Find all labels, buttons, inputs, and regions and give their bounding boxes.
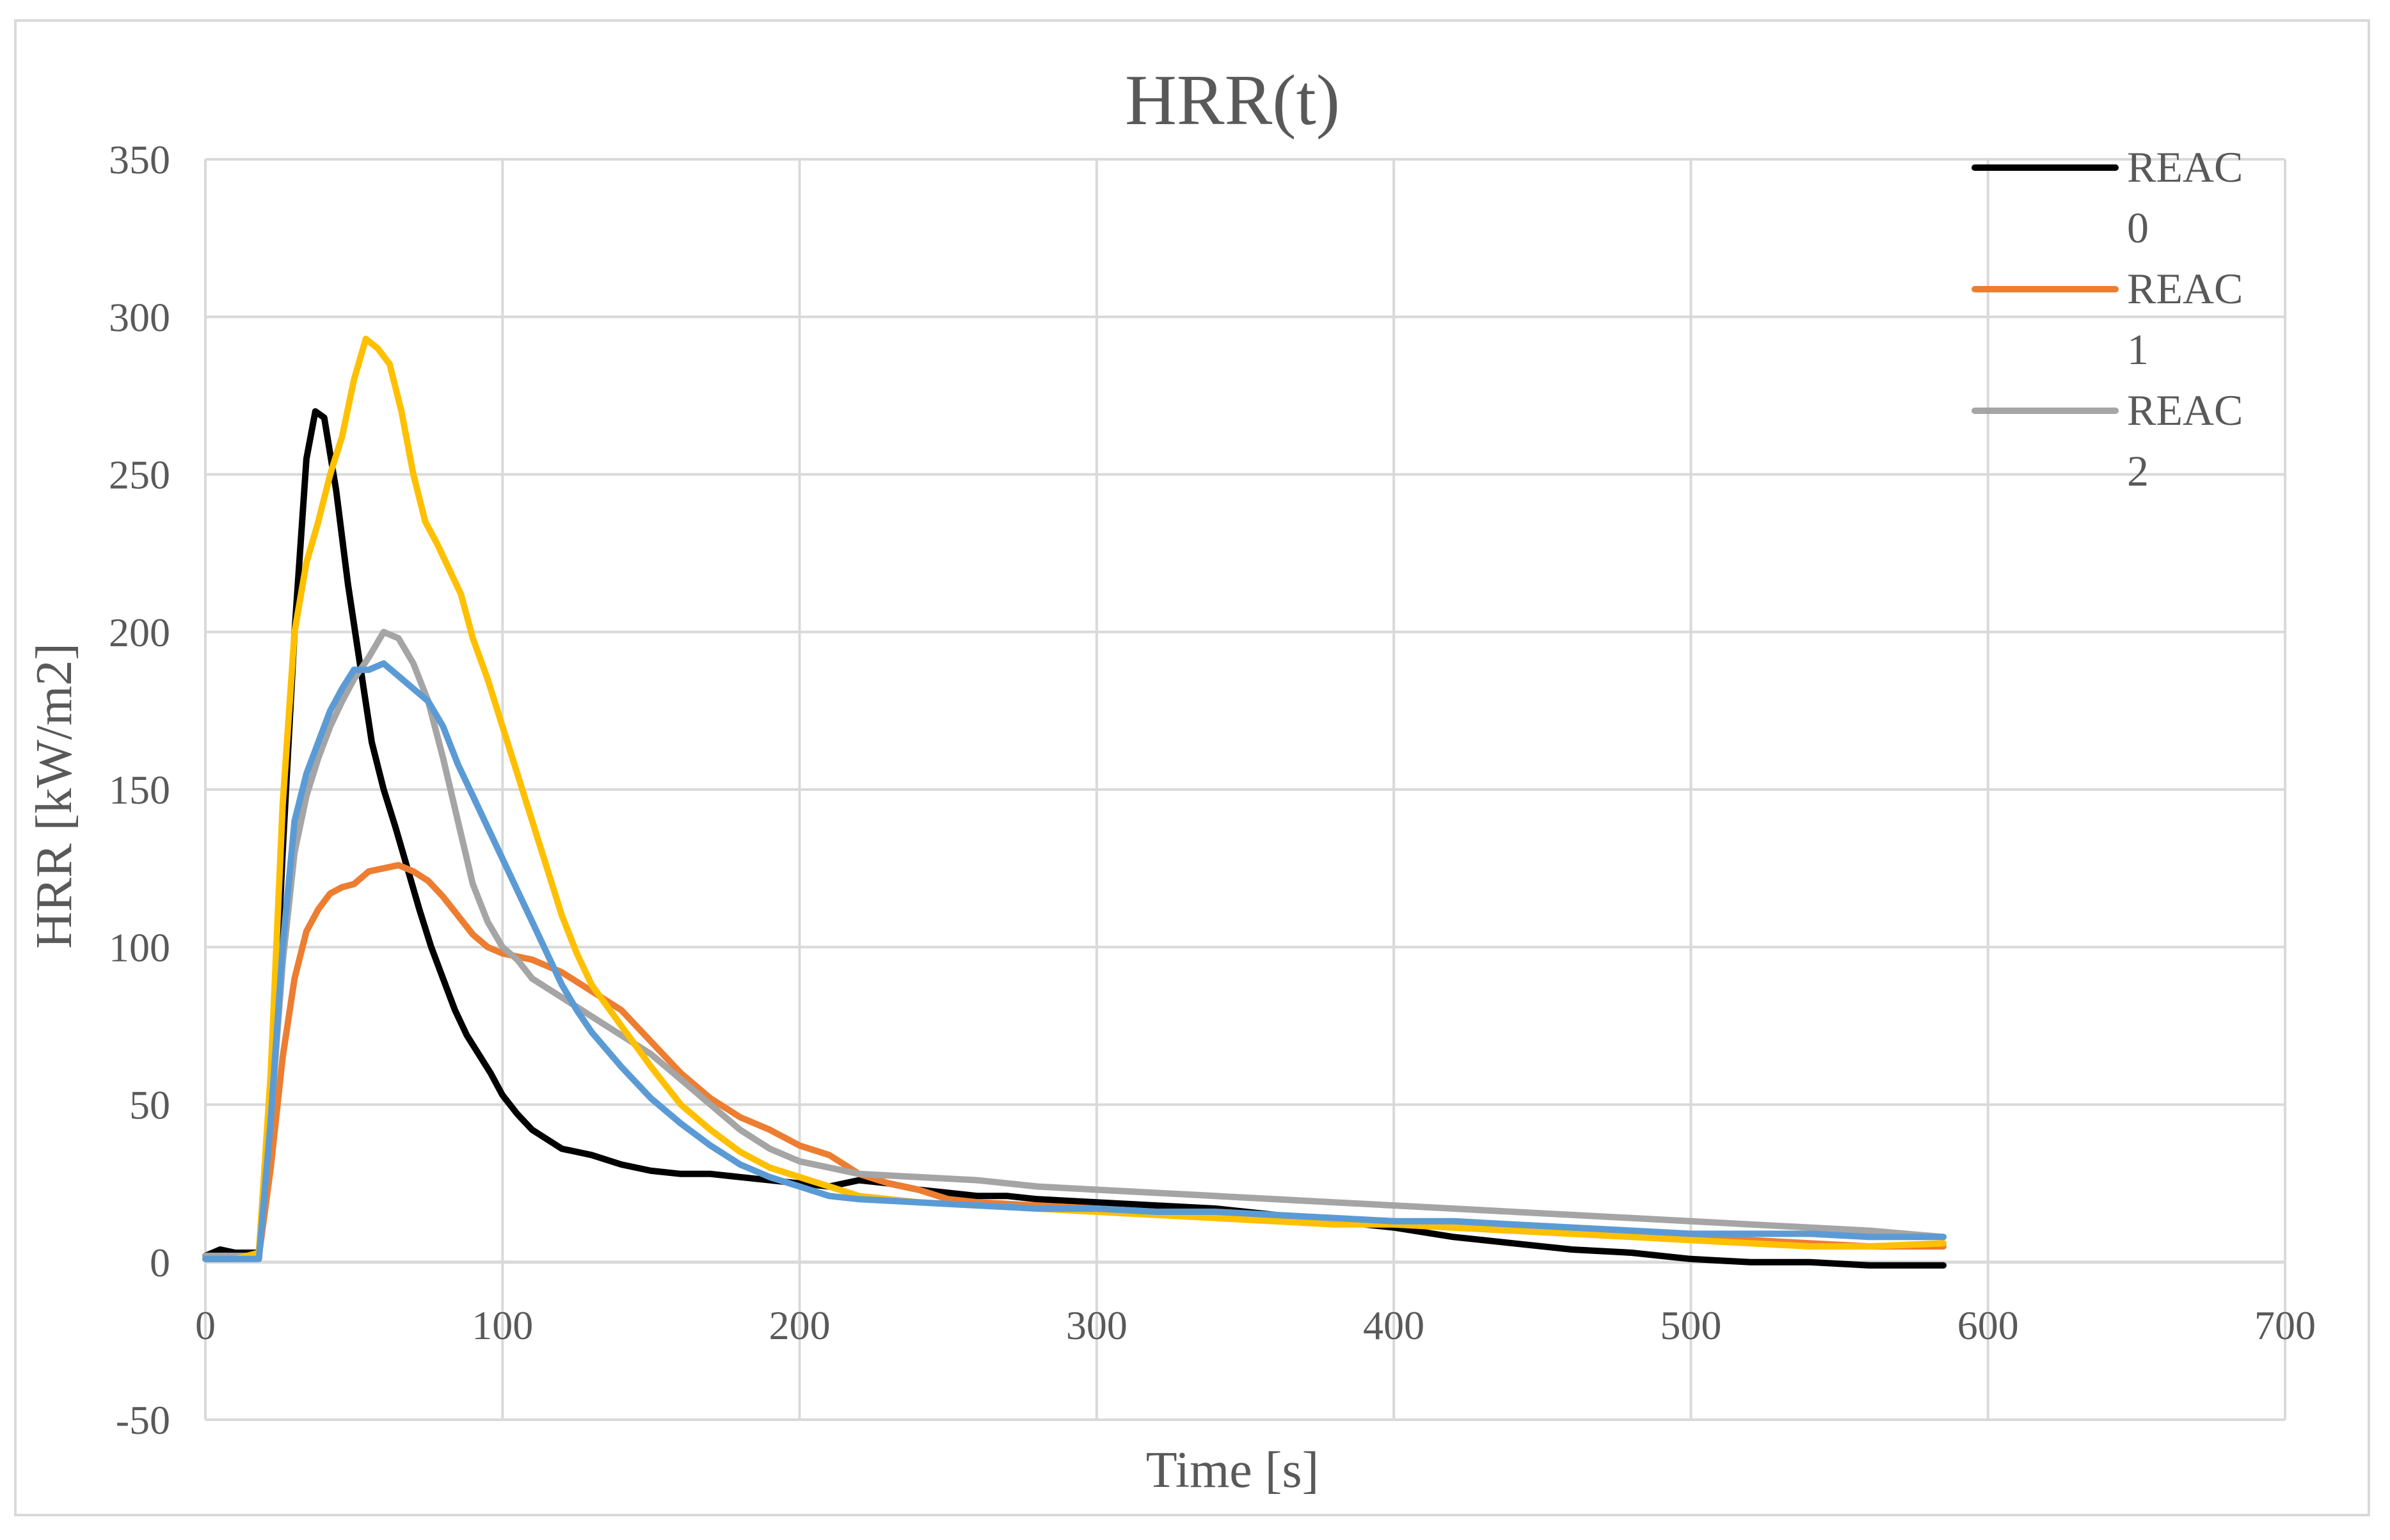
y-axis-label: HRR [kW/m2] (26, 643, 83, 949)
y-tick-label: 50 (129, 1083, 170, 1128)
series-line-4 (202, 660, 1947, 1262)
legend-label: 0 (2127, 203, 2149, 252)
x-tick-label: 700 (2254, 1303, 2316, 1348)
legend-item-2: REAC 2 (1972, 386, 2243, 495)
y-tick-label: 150 (109, 767, 170, 813)
legend-label: REAC (2127, 264, 2243, 313)
legend-label: 1 (2127, 325, 2149, 374)
series-line-0 (202, 408, 1947, 1269)
legend-item-1: REAC 1 (1972, 264, 2243, 374)
x-tick-label: 300 (1066, 1303, 1127, 1348)
series-line-3 (202, 335, 1947, 1262)
legend-item-0: REAC 0 (1972, 143, 2243, 252)
legend-label: REAC (2127, 143, 2243, 191)
x-tick-label: 0 (195, 1303, 216, 1348)
x-tick-label: 400 (1363, 1303, 1424, 1348)
x-tick-label: 500 (1660, 1303, 1721, 1348)
legend-label: REAC (2127, 386, 2243, 434)
chart-title: HRR(t) (1125, 61, 1340, 140)
chart-frame: 0 100 200 300 400 500 600 700 -50 0 50 100 150 200 250… (14, 19, 2370, 1516)
x-tick-label: 100 (472, 1303, 533, 1348)
y-tick-label: 0 (150, 1240, 170, 1285)
y-tick-label: 200 (109, 610, 170, 655)
x-tick-label: 200 (769, 1303, 831, 1348)
series-line-2 (202, 628, 1947, 1259)
y-tick-label: 100 (109, 925, 170, 970)
y-tick-label: 300 (109, 294, 170, 340)
y-tick-label: 350 (109, 137, 170, 182)
legend-label: 2 (2127, 447, 2149, 495)
x-tick-label: 600 (1957, 1303, 2019, 1348)
x-axis-label: Time [s] (1146, 1442, 1319, 1498)
y-tick-label: -50 (116, 1397, 170, 1443)
chart-svg: 0 100 200 300 400 500 600 700 -50 0 50 100 150 200 250… (26, 61, 2316, 1498)
y-tick-label: 250 (109, 452, 170, 498)
